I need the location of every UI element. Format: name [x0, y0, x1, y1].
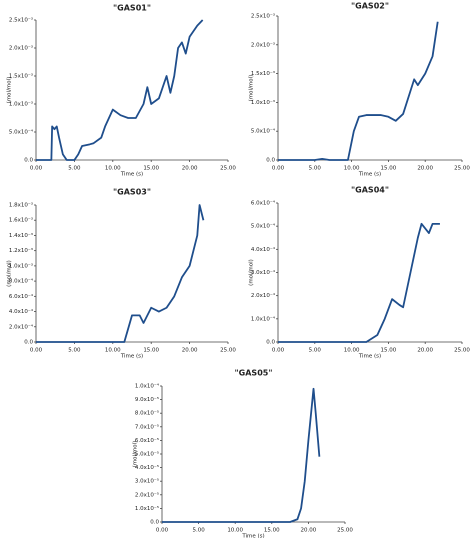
x-tick-label: 15.00 — [264, 528, 280, 534]
x-tick-label: 0.00 — [156, 528, 169, 534]
y-tick-label: 2.5x10⁻³ — [251, 13, 275, 20]
x-tick-label: 0.00 — [30, 166, 43, 172]
y-axis-label: (mol/mol) — [7, 77, 13, 104]
y-tick-label: 0.0 — [150, 520, 159, 526]
y-tick-label: 1.6x10⁻³ — [9, 217, 33, 224]
y-tick-label: 0.0 — [24, 158, 33, 164]
chart-title: "GAS05" — [235, 369, 273, 378]
y-tick-label: 2.0x10⁻⁴ — [251, 292, 276, 299]
x-tick-label: 15.00 — [143, 166, 159, 172]
x-axis-label: Time (s) — [120, 354, 143, 360]
data-line — [36, 19, 204, 161]
chart-title: "GAS01" — [113, 4, 151, 13]
y-tick-label: 0.0 — [266, 340, 275, 346]
y-tick-label: 4.0x10⁻⁵ — [135, 464, 159, 471]
x-tick-label: 5.00 — [309, 348, 322, 354]
x-tick-label: 5.00 — [309, 166, 322, 172]
y-tick-label: 0.0 — [24, 340, 33, 346]
data-line — [162, 387, 321, 523]
chart-title: "GAS03" — [113, 188, 151, 197]
x-tick-label: 5.00 — [68, 166, 81, 172]
y-tick-label: 1.5x10⁻³ — [251, 70, 275, 77]
data-line — [278, 222, 440, 343]
x-axis-label: Time (s) — [358, 354, 381, 360]
x-tick-label: 0.00 — [272, 348, 285, 354]
x-tick-label: 10.00 — [344, 166, 360, 172]
y-tick-label: 7.0x10⁻⁵ — [135, 423, 159, 430]
x-tick-label: 25.00 — [454, 348, 470, 354]
data-line — [278, 21, 439, 161]
x-tick-label: 20.00 — [417, 166, 433, 172]
y-tick-label: 1.5x10⁻³ — [9, 73, 33, 80]
x-tick-label: 5.00 — [192, 528, 205, 534]
y-tick-label: 2.0x10⁻³ — [251, 41, 275, 48]
x-tick-label: 15.00 — [143, 348, 159, 354]
x-tick-label: 15.00 — [381, 166, 397, 172]
y-tick-label: 1.8x10⁻³ — [9, 202, 33, 209]
x-tick-label: 10.00 — [105, 348, 121, 354]
y-axis-label: (mol/mol) — [249, 75, 255, 102]
y-tick-label: 5.0x10⁻⁴ — [251, 223, 276, 230]
y-tick-label: 2.0x10⁻⁴ — [9, 323, 34, 330]
y-tick-label: 2.5x10⁻³ — [9, 17, 33, 24]
x-axis-label: Time (s) — [241, 534, 264, 538]
y-tick-label: 2.0x10⁻⁵ — [135, 491, 159, 498]
x-tick-label: 5.00 — [68, 348, 81, 354]
x-tick-label: 15.00 — [381, 348, 397, 354]
y-tick-label: 2.0x10⁻³ — [9, 45, 33, 52]
x-tick-label: 10.00 — [105, 166, 121, 172]
y-tick-label: 6.0x10⁻⁴ — [9, 293, 34, 300]
x-axis-label: Time (s) — [120, 172, 143, 178]
x-tick-label: 10.00 — [227, 528, 243, 534]
y-axis-label: (mol/mol) — [249, 259, 255, 286]
y-tick-label: 8.0x10⁻⁵ — [135, 410, 159, 417]
y-tick-label: 4.0x10⁻⁴ — [9, 308, 34, 315]
y-tick-label: 5.0x10⁻⁵ — [135, 451, 159, 458]
y-tick-label: 5.0x10⁻⁴ — [9, 129, 34, 136]
y-tick-label: 1.0x10⁻⁵ — [135, 505, 159, 512]
x-tick-label: 20.00 — [182, 166, 198, 172]
x-tick-label: 20.00 — [417, 348, 433, 354]
x-tick-label: 20.00 — [182, 348, 198, 354]
x-tick-label: 20.00 — [301, 528, 317, 534]
y-axis-label: (mol/mol) — [133, 441, 139, 468]
chart-title: "GAS04" — [351, 186, 389, 195]
x-tick-label: 25.00 — [220, 348, 236, 354]
x-tick-label: 25.00 — [220, 166, 236, 172]
y-tick-label: 1.0x10⁻³ — [9, 101, 33, 108]
y-tick-label: 3.0x10⁻⁵ — [135, 478, 159, 485]
y-tick-label: 1.4x10⁻³ — [9, 232, 33, 239]
y-tick-label: 9.0x10⁻⁵ — [135, 396, 159, 403]
y-tick-label: 0.0 — [266, 158, 275, 164]
x-axis-label: Time (s) — [358, 172, 381, 178]
y-tick-label: 6.0x10⁻⁵ — [135, 437, 159, 444]
y-tick-label: 4.0x10⁻⁴ — [251, 246, 276, 253]
y-tick-label: 1.0x10⁻⁴ — [135, 383, 160, 390]
y-tick-label: 3.0x10⁻⁴ — [251, 269, 276, 276]
y-axis-label: (mol/mol) — [7, 260, 13, 287]
y-tick-label: 1.0x10⁻³ — [251, 99, 275, 106]
x-tick-label: 25.00 — [454, 166, 470, 172]
x-tick-label: 0.00 — [272, 166, 285, 172]
x-tick-label: 25.00 — [337, 528, 353, 534]
y-tick-label: 1.2x10⁻³ — [9, 247, 33, 254]
x-tick-label: 0.00 — [30, 348, 43, 354]
chart-title: "GAS02" — [351, 2, 389, 11]
y-tick-label: 8.0x10⁻⁴ — [9, 278, 34, 285]
y-tick-label: 5.0x10⁻⁴ — [251, 128, 276, 135]
x-tick-label: 10.00 — [344, 348, 360, 354]
y-tick-label: 6.0x10⁻⁴ — [251, 200, 276, 207]
y-tick-label: 1.0x10⁻⁴ — [251, 315, 276, 322]
data-line — [36, 204, 205, 343]
y-tick-label: 1.0x10⁻³ — [9, 262, 33, 269]
